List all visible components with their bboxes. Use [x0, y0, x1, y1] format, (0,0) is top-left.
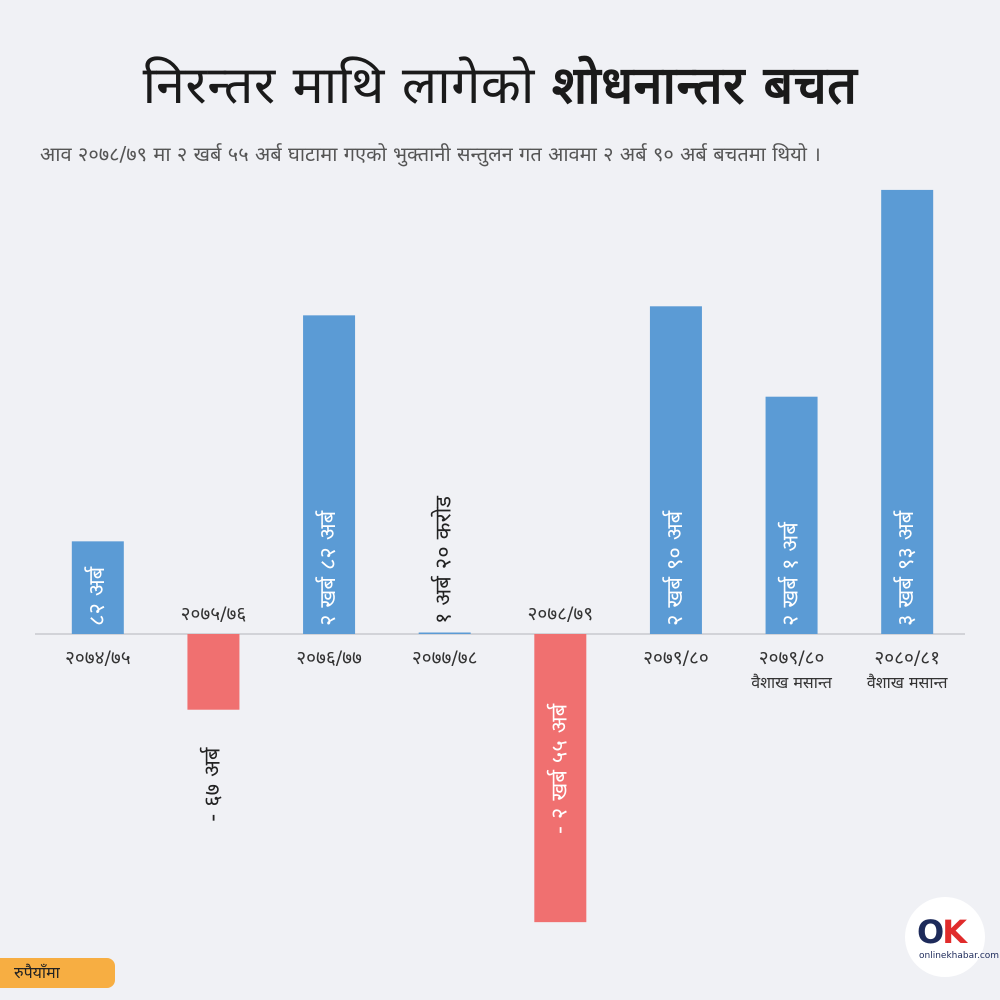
page-title: निरन्तर माथि लागेको शोधनान्तर बचत [0, 48, 1000, 119]
logo-mark: OK [917, 913, 967, 951]
data-label-2: - ६७ अर्ब [199, 747, 225, 822]
bar-6 [649, 306, 702, 634]
bar-5 [534, 634, 587, 923]
bar-4 [418, 632, 471, 634]
title-bold: शोधनान्तर बचत [551, 56, 858, 116]
logo-text: onlinekhabar.com [919, 951, 1000, 961]
data-label-6: २ खर्ब ९० अर्ब [662, 510, 688, 626]
unit-badge: रुपैयाँमा [0, 958, 115, 988]
data-label-7: २ खर्ब १ अर्ब [778, 521, 804, 626]
data-label-5: - २ खर्ब ५५ अर्ब [546, 703, 572, 834]
page-subtitle: आव २०७८/७९ मा २ खर्ब ५५ अर्ब घाटामा गएको… [40, 142, 821, 166]
category-label-6: २०७९/८० [643, 647, 709, 669]
logo-o: O [917, 913, 944, 951]
category-label-7: २०७९/८० [759, 647, 825, 669]
logo-k: K [942, 913, 967, 951]
bar-2 [187, 634, 240, 710]
data-label-1: ८२ अर्ब [84, 566, 110, 626]
data-label-4: १ अर्ब २० करोड [431, 496, 457, 624]
category-label-1: २०७४/७५ [65, 647, 131, 669]
onlinekhabar-logo: OK onlinekhabar.com [905, 897, 999, 977]
category-label-3: २०७६/७७ [296, 647, 362, 669]
category-label-4: २०७७/७८ [412, 647, 478, 669]
bar-7 [765, 396, 818, 634]
data-label-8: ३ खर्ब ९३ अर्ब [893, 510, 919, 626]
category-label-5: २०७८/७९ [527, 603, 593, 625]
category-sublabel-7: वैशाख मसान्त [751, 673, 833, 692]
bar-3 [303, 315, 356, 634]
category-sublabel-8: वैशाख मसान्त [867, 673, 949, 692]
bar-1 [71, 541, 124, 634]
data-label-3: २ खर्ब ८२ अर्ब [315, 510, 341, 626]
category-label-8: २०८०/८१ [874, 647, 940, 669]
bar-8 [881, 189, 934, 634]
category-label-2: २०७५/७६ [181, 603, 247, 625]
title-regular: निरन्तर माथि लागेको [142, 56, 535, 116]
